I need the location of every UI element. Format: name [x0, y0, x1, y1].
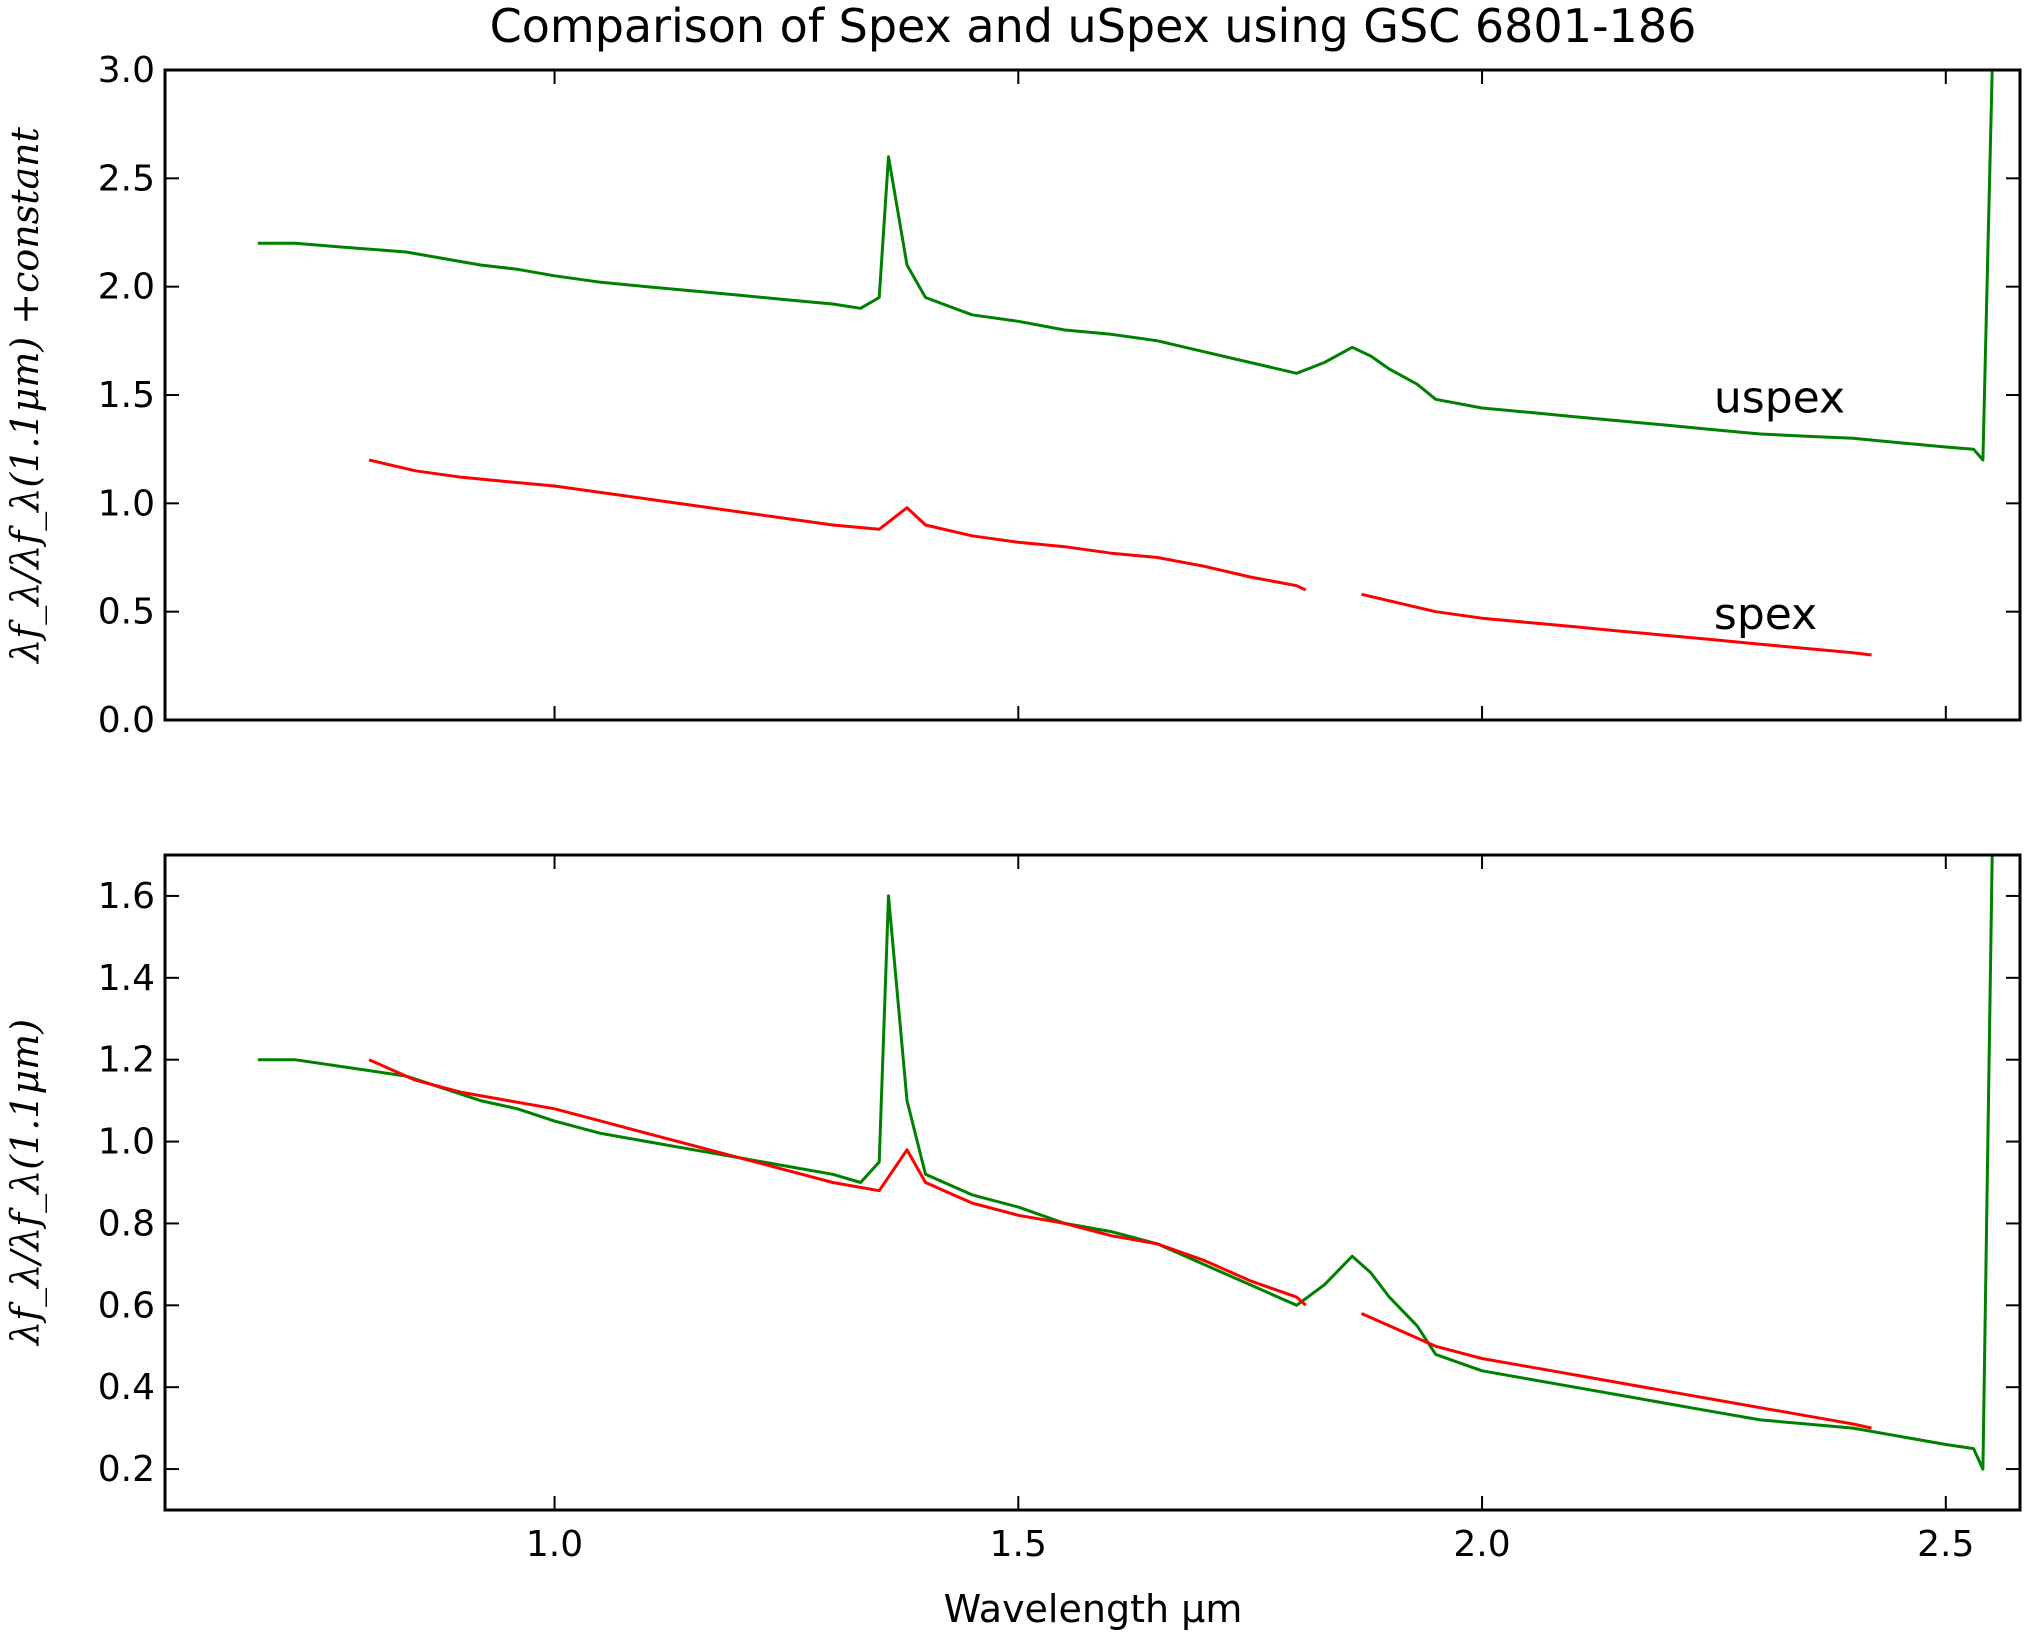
bottom-ytick-label-3: 0.8: [98, 1203, 155, 1244]
bottom-xtick-label-0: 1.0: [526, 1524, 583, 1565]
bottom-series-line-2: [1360, 1312, 1872, 1430]
top-ytick-label-3: 1.5: [98, 375, 155, 416]
top-ytick-label-2: 1.0: [98, 483, 155, 524]
top-ytick-label-6: 3.0: [98, 50, 155, 91]
bottom-xtick-label-1: 1.5: [990, 1524, 1047, 1565]
top-tick-group: 0.0 0.5 1.0 1.5 2.0 2.5 3.0: [98, 50, 2020, 741]
top-series-line-1: [368, 458, 1307, 592]
bottom-series-group: [257, 854, 1994, 1471]
top-y-axis-label: λf_λ/λf_λ(1.1μm) +constant: [3, 126, 48, 665]
top-ytick-label-0: 0.0: [98, 700, 155, 741]
top-series-line-0: [257, 69, 1994, 462]
bottom-plot-frame: [163, 853, 2022, 1512]
chart-title: Comparison of Spex and uSpex using GSC 6…: [490, 0, 1697, 53]
top-annotation-0: uspex: [1714, 372, 1845, 423]
top-series-line-2: [1361, 592, 1872, 657]
bottom-series-line-1: [368, 1058, 1307, 1307]
bottom-ytick-label-4: 1.0: [98, 1122, 155, 1163]
x-axis-label: Wavelength μm: [944, 1587, 1243, 1631]
top-ytick-label-5: 2.5: [98, 158, 155, 199]
bottom-ytick-label-5: 1.2: [98, 1040, 155, 1081]
bottom-tick-group: 0.2 0.4 0.6 0.8 1.0 1.2 1.4 1.6 1.0 1.5 2.0 2.5: [98, 855, 2020, 1565]
bottom-ytick-label-1: 0.4: [98, 1367, 155, 1408]
top-ytick-label-4: 2.0: [98, 267, 155, 308]
bottom-panel: 0.2 0.4 0.6 0.8 1.0 1.2 1.4 1.6 1.0 1.5 2.0 2.5 λf_…: [3, 853, 2022, 1565]
bottom-ytick-label-0: 0.2: [98, 1449, 155, 1490]
top-series-group: [257, 69, 1994, 657]
bottom-ytick-label-6: 1.4: [98, 958, 155, 999]
top-panel: 0.0 0.5 1.0 1.5 2.0 2.5 3.0 uspex spex λf_λ/λf_…: [3, 50, 2022, 741]
bottom-ytick-label-2: 0.6: [98, 1285, 155, 1326]
top-ytick-label-1: 0.5: [98, 592, 155, 633]
top-annotation-1: spex: [1714, 589, 1817, 640]
top-plot-frame: [163, 68, 2022, 722]
bottom-xtick-label-3: 2.5: [1917, 1524, 1974, 1565]
bottom-ytick-label-7: 1.6: [98, 876, 155, 917]
bottom-xtick-label-2: 2.0: [1453, 1524, 1510, 1565]
bottom-y-axis-label: λf_λ/λf_λ(1.1μm): [3, 1019, 48, 1347]
top-annotations: uspex spex: [1714, 372, 1845, 640]
